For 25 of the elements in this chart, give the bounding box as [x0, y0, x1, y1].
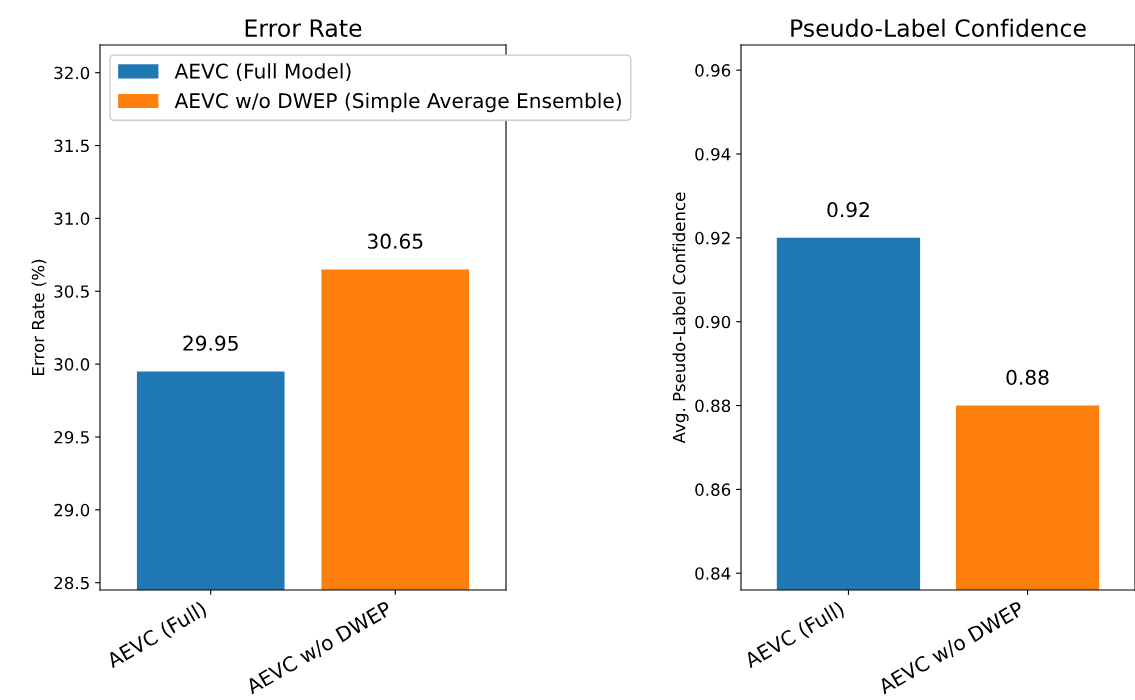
y-tick-label: 0.94: [695, 147, 731, 161]
y-tick-label: 31.0: [54, 212, 90, 225]
data-label: 0.88: [1006, 369, 1049, 385]
y-tick-label: 0.90: [695, 315, 731, 329]
y-tick-label: 0.96: [695, 64, 731, 77]
y-axis-title: Avg. Pseudo-Label Confidence: [672, 192, 689, 444]
y-tick-label: 0.84: [695, 567, 731, 580]
data-label: 0.92: [827, 202, 869, 218]
data-label: 29.95: [183, 335, 238, 351]
y-tick-label: 30.5: [54, 285, 89, 298]
chart-title: Pseudo-Label Confidence: [791, 18, 1086, 37]
legend-label: AEVC (Full Model): [174, 63, 351, 82]
y-axis-title: Error Rate (%): [31, 259, 47, 375]
y-tick-label: 0.88: [695, 399, 731, 413]
y-tick-label: 29.0: [54, 503, 90, 517]
legend-label: AEVC w/o DWEP (Simple Average Ensemble): [174, 92, 621, 113]
y-tick-label: 31.5: [54, 139, 89, 153]
y-tick-label: 0.92: [695, 231, 730, 245]
data-label: 30.65: [367, 233, 423, 249]
y-tick-label: 30.0: [54, 358, 90, 371]
y-tick-label: 0.86: [695, 483, 731, 496]
y-tick-label: 32.0: [54, 66, 90, 80]
chart-title: Error Rate: [245, 19, 362, 37]
y-tick-label: 29.5: [54, 430, 89, 444]
y-tick-label: 28.5: [54, 576, 89, 590]
